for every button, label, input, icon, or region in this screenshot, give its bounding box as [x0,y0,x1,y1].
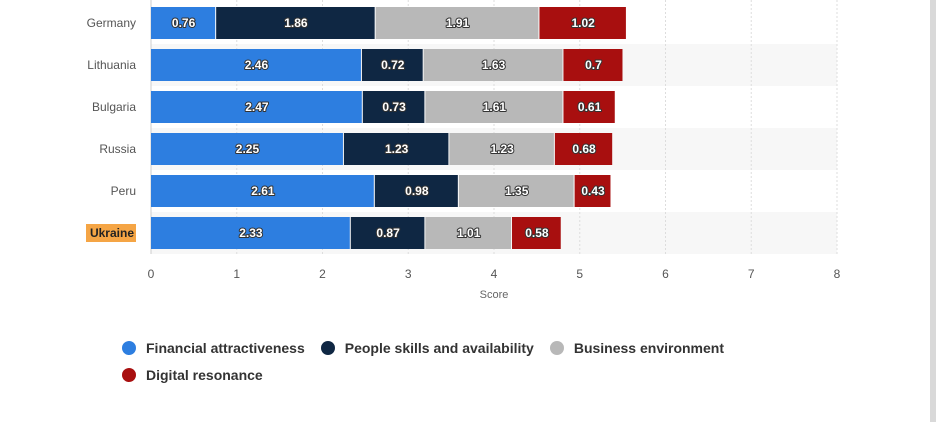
data-label: 2.47 [245,100,269,114]
legend-swatch [122,367,136,382]
highlight-marker [86,224,136,242]
bar-business-environment-germany[interactable] [375,7,539,39]
x-axis-title: Score [480,289,509,301]
bar-digital-resonance-lithuania[interactable] [563,49,623,81]
category-label-bulgaria: Bulgaria [92,100,136,114]
x-tick-label: 6 [662,267,669,281]
category-label-peru: Peru [111,184,136,198]
category-label-russia: Russia [99,142,136,156]
legend-label: Digital resonance [146,366,263,383]
bar-financial-attractiveness-lithuania[interactable] [151,49,361,81]
x-tick-label: 1 [233,267,240,281]
bars: 0.76 1.86 1.91 1.02 2.46 0.72 1.63 0.7 2.47 0.73 1… [151,7,626,249]
data-label: 1.35 [505,184,529,198]
data-label: 2.61 [251,184,275,198]
bar-people-skills-and-availability-russia[interactable] [343,133,449,165]
grid-lines [150,0,838,254]
data-label: 0.7 [585,58,602,72]
x-axis-ticks: 0 1 2 3 4 5 6 7 8 [148,267,841,281]
bar-digital-resonance-russia[interactable] [554,133,613,165]
x-tick-label: 4 [491,267,498,281]
bar-digital-resonance-bulgaria[interactable] [563,91,615,123]
legend-row: Financial attractiveness People skills a… [122,334,842,361]
category-label-ukraine: Ukraine [90,226,134,240]
legend-swatch [122,340,136,355]
x-tick-label: 7 [748,267,755,281]
data-label: 0.43 [581,184,605,198]
bar-digital-resonance-ukraine[interactable] [512,217,561,249]
bar-financial-attractiveness-germany[interactable] [151,7,216,39]
x-tick-label: 0 [148,267,155,281]
legend-swatch [549,340,564,355]
bar-financial-attractiveness-ukraine[interactable] [151,217,350,249]
data-label: 0.98 [405,184,429,198]
data-label: 2.25 [236,142,260,156]
bar-business-environment-russia[interactable] [449,133,554,165]
legend-item-digital-resonance[interactable]: Digital resonance [122,367,263,383]
stacked-bar-chart: 0.76 1.86 1.91 1.02 2.46 0.72 1.63 0.7 2.47 0.73 1… [86,0,841,301]
data-label: 0.72 [381,58,405,72]
bar-people-skills-and-availability-germany[interactable] [216,7,375,39]
data-label: 0.61 [578,100,602,114]
bar-business-environment-peru[interactable] [458,175,574,207]
bar-people-skills-and-availability-lithuania[interactable] [361,49,423,81]
bar-digital-resonance-germany[interactable] [539,7,626,39]
data-label: 0.68 [572,142,596,156]
data-label: 1.63 [482,58,506,72]
category-label-lithuania: Lithuania [87,58,136,72]
data-label: 1.01 [457,226,481,240]
data-label: 0.58 [525,226,549,240]
data-label: 1.23 [490,142,514,156]
data-label: 1.23 [385,142,409,156]
data-label: 1.91 [446,16,470,30]
legend-item-financial-attractiveness[interactable]: Financial attractiveness [122,340,305,356]
data-label: 1.02 [572,16,596,30]
legend: Financial attractiveness People skills a… [122,334,842,388]
legend-label: Business environment [573,339,724,356]
bar-people-skills-and-availability-ukraine[interactable] [350,217,425,249]
legend-item-business-environment[interactable]: Business environment [549,339,724,356]
data-label: 2.33 [239,226,263,240]
legend-label: Financial attractiveness [146,339,305,356]
scrollbar[interactable] [930,0,936,422]
x-tick-label: 8 [834,267,841,281]
data-label: 0.73 [382,100,406,114]
legend-swatch [320,340,335,355]
bar-business-environment-ukraine[interactable] [425,217,512,249]
category-label-germany: Germany [87,16,136,30]
data-label: 1.61 [483,100,507,114]
bar-business-environment-lithuania[interactable] [423,49,563,81]
bar-digital-resonance-peru[interactable] [574,175,611,207]
legend-label: People skills and availability [344,339,534,356]
category-labels: Germany Lithuania Bulgaria Russia Peru Ukrain… [86,16,136,242]
bar-people-skills-and-availability-peru[interactable] [374,175,458,207]
x-tick-label: 3 [405,267,412,281]
data-label: 2.46 [245,58,269,72]
data-label: 0.87 [376,226,400,240]
bar-people-skills-and-availability-bulgaria[interactable] [362,91,425,123]
data-label: 0.76 [172,16,196,30]
x-tick-label: 2 [319,267,326,281]
legend-row: Digital resonance [122,361,842,388]
x-tick-label: 5 [576,267,583,281]
bar-business-environment-bulgaria[interactable] [425,91,563,123]
data-label: 1.86 [284,16,308,30]
bar-financial-attractiveness-russia[interactable] [151,133,343,165]
bar-financial-attractiveness-peru[interactable] [151,175,374,207]
legend-item-people-skills[interactable]: People skills and availability [320,339,534,356]
bar-financial-attractiveness-bulgaria[interactable] [151,91,362,123]
